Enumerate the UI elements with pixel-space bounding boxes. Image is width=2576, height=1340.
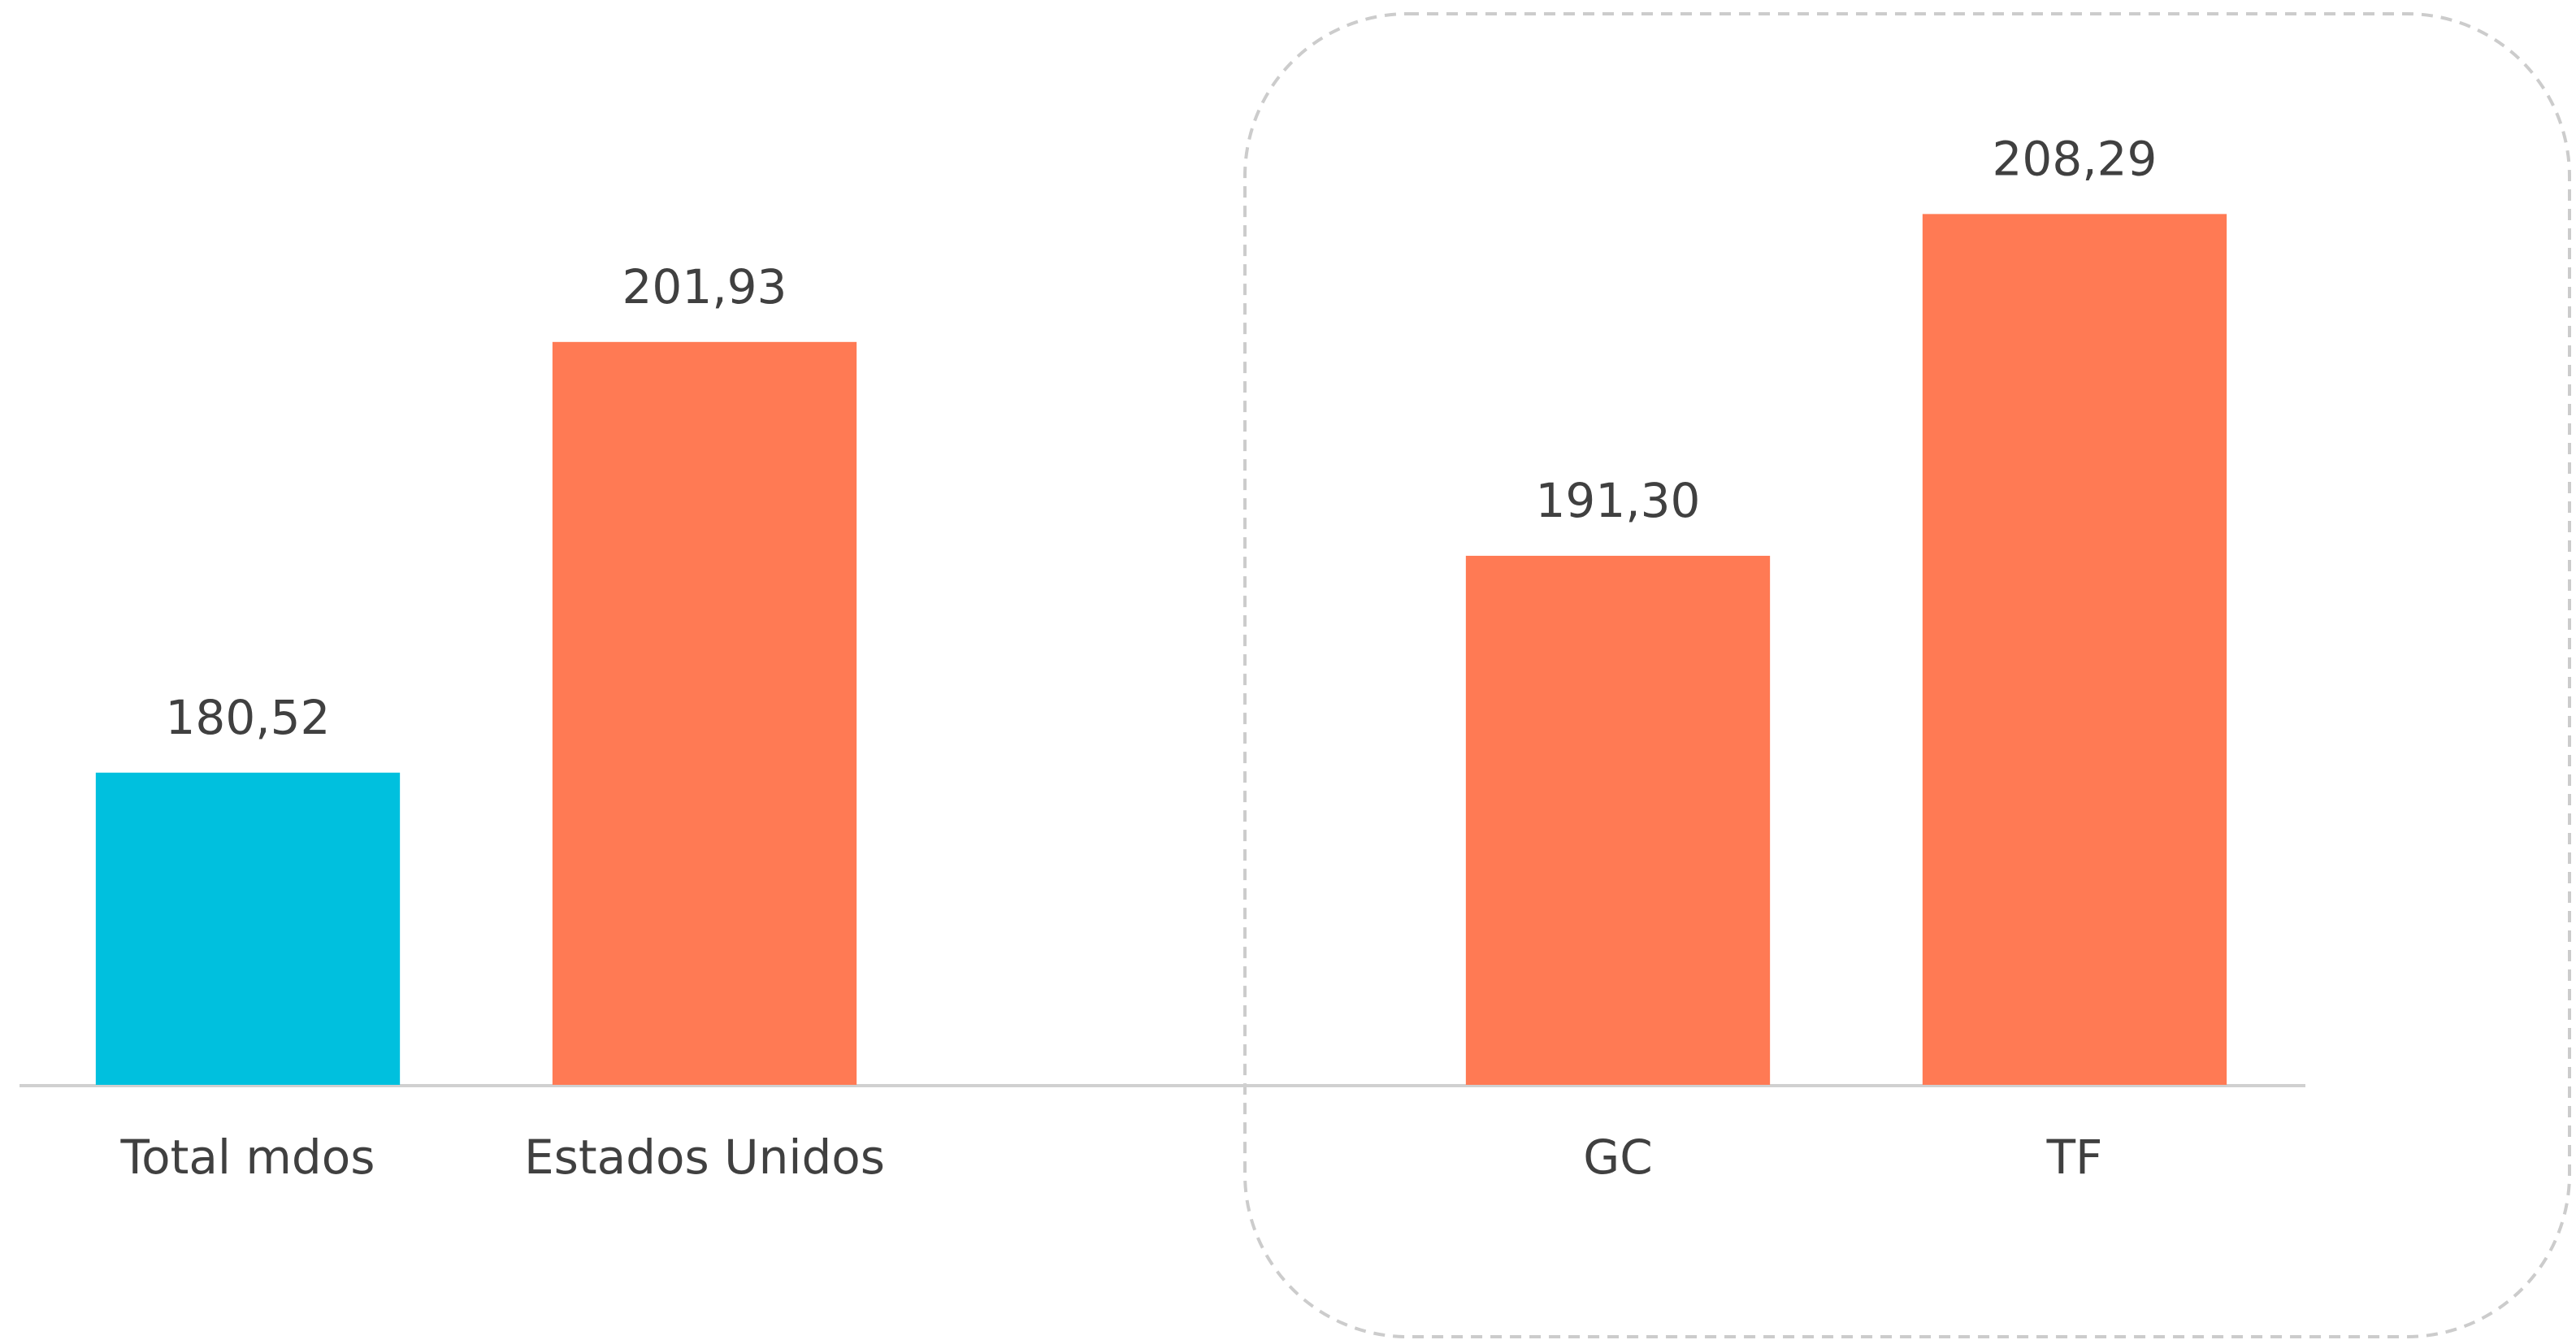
value-label: 201,93	[622, 259, 787, 314]
x-tick-label: GC	[1583, 1130, 1652, 1185]
x-tick-label: Total mdos	[120, 1130, 375, 1185]
bar	[1465, 555, 1771, 1085]
bar	[1922, 214, 2227, 1086]
x-tick-label: TF	[2046, 1130, 2103, 1185]
value-label: 191,30	[1536, 473, 1701, 528]
value-label: 208,29	[1993, 131, 2158, 186]
bar	[552, 341, 857, 1085]
bar	[95, 772, 401, 1085]
highlight-frame	[1243, 12, 2571, 1338]
value-label: 180,52	[166, 690, 331, 745]
x-tick-label: Estados Unidos	[524, 1130, 885, 1185]
